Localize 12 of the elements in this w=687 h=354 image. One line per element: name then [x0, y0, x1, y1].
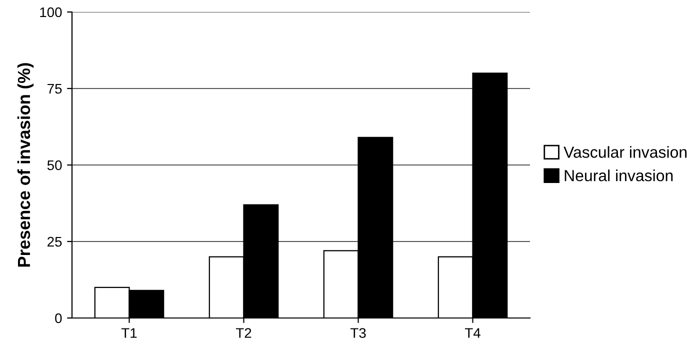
y-tick-label: 50 — [47, 160, 62, 170]
x-tick-label: T4 — [464, 328, 480, 338]
x-tick-label: T3 — [350, 328, 366, 338]
y-tick-label: 75 — [48, 84, 62, 94]
x-tick-label: T1 — [121, 328, 137, 338]
y-tick-label: 0 — [55, 313, 62, 324]
legend-label: Neural invasion — [564, 170, 673, 182]
y-axis-title: Presence of invasion (%) — [17, 63, 34, 267]
y-tick-label: 25 — [48, 236, 62, 247]
legend-label: Vascular invasion — [564, 146, 687, 158]
y-tick-label: 100 — [40, 7, 62, 18]
x-tick-label: T2 — [236, 328, 252, 338]
